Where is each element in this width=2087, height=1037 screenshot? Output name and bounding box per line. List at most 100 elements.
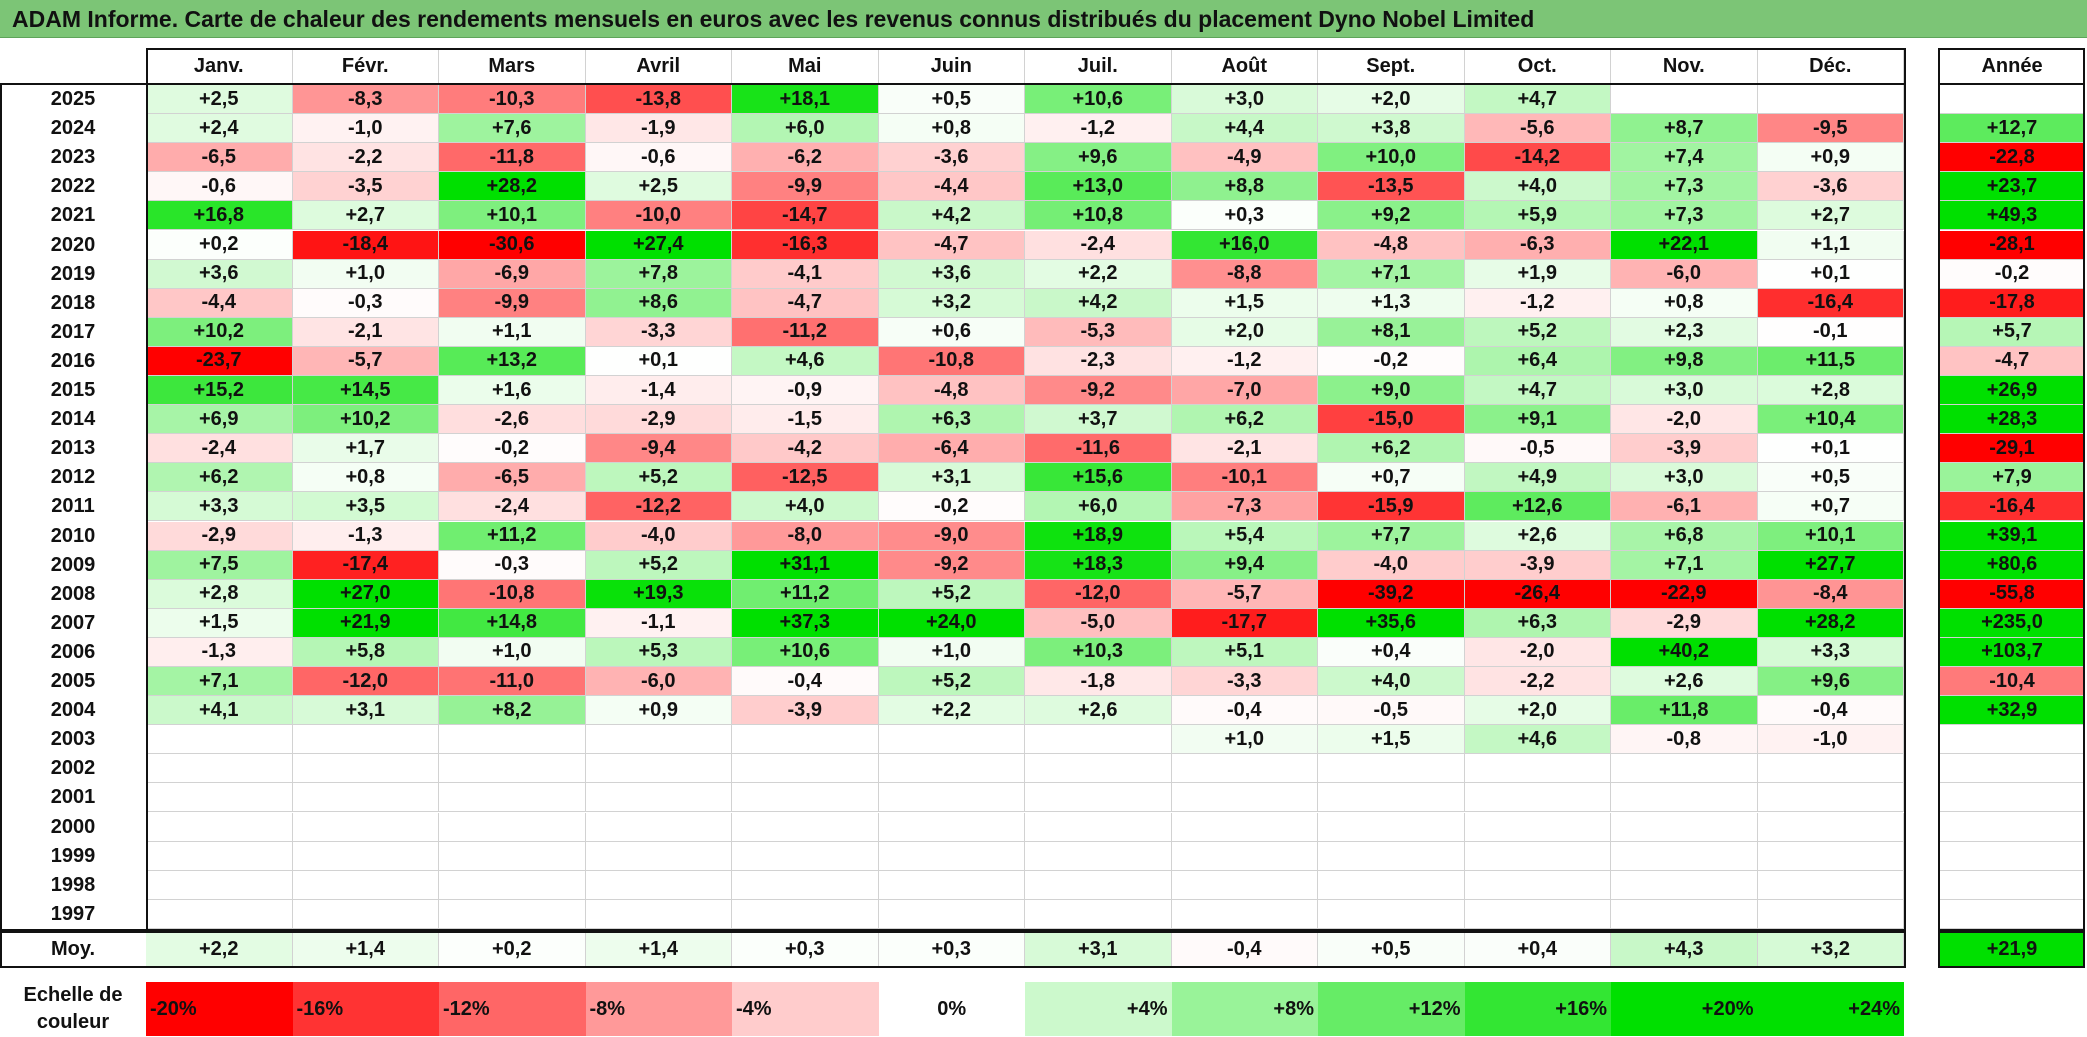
heatmap-cell: -6,2 (732, 143, 879, 173)
heatmap-cell: -4,7 (878, 230, 1025, 260)
scale-swatch: -12% (439, 982, 586, 1036)
heatmap-cell: +8,1 (1318, 317, 1465, 347)
heatmap-cell: +27,7 (1757, 550, 1904, 580)
heatmap-cell: +24,0 (878, 608, 1025, 638)
heatmap-cell: +5,1 (1171, 637, 1318, 667)
month-header: Sept. (1318, 48, 1465, 84)
heatmap-cell: +0,2 (146, 230, 293, 260)
heatmap-cell: -3,9 (1464, 550, 1611, 580)
heatmap-cell (292, 783, 439, 813)
annual-cell: +80,6 (1939, 550, 2085, 580)
annual-cell (1939, 725, 2085, 755)
heatmap-cell: -3,5 (292, 172, 439, 202)
heatmap-cell (1318, 841, 1465, 871)
heatmap-cell: +3,2 (878, 288, 1025, 318)
average-cell: +0,3 (732, 932, 879, 967)
heatmap-cell: -1,2 (1171, 346, 1318, 376)
heatmap-cell: +7,6 (439, 114, 586, 144)
heatmap-cell (146, 841, 293, 871)
heatmap-cell: -2,4 (146, 434, 293, 464)
heatmap-cell: -9,0 (878, 521, 1025, 551)
heatmap-cell: +8,8 (1171, 172, 1318, 202)
heatmap-cell: -8,0 (732, 521, 879, 551)
heatmap-cell (146, 783, 293, 813)
annual-cell: -16,4 (1939, 492, 2085, 522)
heatmap-cell (1171, 899, 1318, 929)
heatmap-cell: +28,2 (439, 172, 586, 202)
year-label: 1999 (50, 844, 96, 867)
month-header: Mai (732, 48, 879, 84)
average-cell: +3,1 (1025, 932, 1172, 967)
heatmap-cell (1757, 85, 1904, 115)
annual-cell: -0,2 (1939, 259, 2085, 289)
heatmap-cell: +2,6 (1611, 667, 1758, 697)
annual-cell (1939, 899, 2085, 929)
heatmap-cell: -6,4 (878, 434, 1025, 464)
month-header: Mars (439, 48, 586, 84)
heatmap-cell: -0,9 (732, 376, 879, 406)
heatmap-cell (439, 725, 586, 755)
heatmap-cell (439, 754, 586, 784)
heatmap-cell: +7,3 (1611, 172, 1758, 202)
average-cell: +1,4 (292, 932, 439, 967)
heatmap-cell: -3,6 (878, 143, 1025, 173)
heatmap-cell: -8,3 (292, 85, 439, 115)
heatmap-cell: -11,0 (439, 667, 586, 697)
heatmap-cell: +2,2 (1025, 259, 1172, 289)
heatmap-cell: +11,2 (732, 579, 879, 609)
heatmap-cell: +4,4 (1171, 114, 1318, 144)
year-label: 2015 (50, 379, 96, 402)
heatmap-cell (1171, 754, 1318, 784)
heatmap-cell (1318, 899, 1465, 929)
scale-swatch: +20% (1611, 982, 1758, 1036)
heatmap-cell (1611, 812, 1758, 842)
heatmap-cell: +2,0 (1464, 696, 1611, 726)
year-label: 2000 (50, 815, 96, 838)
heatmap-cell: +2,5 (146, 85, 293, 115)
heatmap-cell: +5,3 (585, 637, 732, 667)
heatmap-cell: +8,2 (439, 696, 586, 726)
heatmap-cell (1611, 85, 1758, 115)
heatmap-cell: -10,8 (439, 579, 586, 609)
heatmap-cell (1757, 841, 1904, 871)
heatmap-cell: +4,1 (146, 696, 293, 726)
heatmap-cell: +2,3 (1611, 317, 1758, 347)
heatmap-cell: +4,6 (732, 346, 879, 376)
scale-swatch: +4% (1025, 982, 1172, 1036)
average-cell: +3,2 (1757, 932, 1904, 967)
heatmap-cell: +6,3 (1464, 608, 1611, 638)
heatmap-cell (146, 899, 293, 929)
heatmap-cell: +1,0 (878, 637, 1025, 667)
heatmap-cell: -0,2 (1318, 346, 1465, 376)
heatmap-cell (1464, 899, 1611, 929)
year-label: 2022 (50, 175, 96, 198)
heatmap-cell: +10,2 (292, 405, 439, 435)
heatmap-cell: +1,5 (1171, 288, 1318, 318)
heatmap-cell (585, 754, 732, 784)
average-cell: +0,3 (878, 932, 1025, 967)
heatmap-cell: -26,4 (1464, 579, 1611, 609)
scale-swatch: -16% (292, 982, 439, 1036)
month-header: Nov. (1611, 48, 1758, 84)
annual-cell: +235,0 (1939, 608, 2085, 638)
year-label: 2011 (51, 495, 95, 518)
annual-cell: +39,1 (1939, 521, 2085, 551)
heatmap-cell: +10,3 (1025, 637, 1172, 667)
heatmap-cell: +5,2 (878, 579, 1025, 609)
heatmap-cell: -5,7 (292, 346, 439, 376)
heatmap-cell: -8,8 (1171, 259, 1318, 289)
heatmap-cell: +0,4 (1318, 637, 1465, 667)
heatmap-cell: +6,2 (1171, 405, 1318, 435)
month-header: Févr. (293, 48, 439, 84)
heatmap-cell: -0,2 (878, 492, 1025, 522)
heatmap-cell (585, 812, 732, 842)
heatmap-cell: +5,9 (1464, 201, 1611, 231)
heatmap-cell (878, 841, 1025, 871)
average-cell: +1,4 (585, 932, 732, 967)
heatmap-cell: -0,8 (1611, 725, 1758, 755)
heatmap-cell: -12,0 (1025, 579, 1172, 609)
year-label: 2018 (50, 291, 96, 314)
annual-cell (1939, 85, 2085, 115)
heatmap-cell (732, 783, 879, 813)
heatmap-cell (1025, 783, 1172, 813)
